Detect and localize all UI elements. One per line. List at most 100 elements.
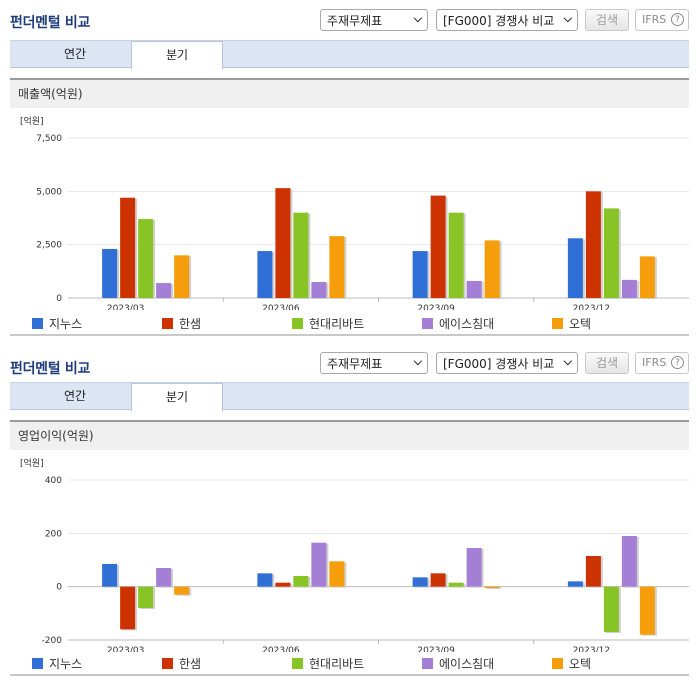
bar[interactable] [138, 219, 154, 298]
bar[interactable] [174, 255, 190, 298]
bar[interactable] [585, 191, 601, 298]
bar[interactable] [430, 573, 446, 587]
legend-swatch [552, 658, 563, 669]
legend-label: 에이스침대 [439, 657, 495, 671]
bar[interactable] [621, 536, 637, 587]
bar[interactable] [156, 568, 172, 587]
bar[interactable] [257, 251, 273, 298]
bar[interactable] [567, 238, 583, 298]
legend-swatch [32, 318, 43, 329]
bar[interactable] [430, 195, 446, 298]
bar[interactable] [257, 573, 273, 587]
legend-item[interactable]: 한샘 [162, 655, 201, 672]
search-button[interactable]: 검색 [585, 9, 629, 31]
legend-label: 오텍 [569, 657, 592, 671]
legend-swatch [162, 658, 173, 669]
legend-label: 현대리바트 [309, 657, 365, 671]
bar[interactable] [329, 561, 345, 587]
x-tick-label: 2023/06 [262, 646, 300, 652]
tab-quarterly[interactable]: 분기 [131, 41, 223, 70]
y-tick-label: 0 [56, 294, 62, 304]
bar[interactable] [138, 586, 154, 608]
bar[interactable] [311, 282, 327, 298]
y-tick-label: -200 [42, 636, 63, 646]
bar[interactable] [484, 586, 500, 588]
bar[interactable] [603, 586, 619, 632]
legend-swatch [422, 658, 433, 669]
legend-item[interactable]: 오텍 [552, 655, 591, 672]
y-tick-label: 400 [45, 476, 62, 486]
legend-item[interactable]: 에이스침대 [422, 315, 494, 332]
chart-legend: 지누스 한샘 현대리바트 에이스침대 오텍 [10, 312, 689, 336]
statement-select[interactable]: 주재무제표 ⌵ [320, 9, 428, 31]
legend-label: 한샘 [179, 657, 202, 671]
legend-item[interactable]: 지누스 [32, 655, 82, 672]
peer-select-value: [FG000] 경쟁사 비교 [443, 14, 555, 28]
y-tick-label: 5,000 [36, 187, 62, 197]
bar[interactable] [448, 212, 464, 298]
bar-shadow [486, 587, 502, 589]
chevron-down-icon: ⌵ [563, 355, 572, 368]
x-tick-label: 2023/09 [417, 646, 455, 652]
bar[interactable] [174, 586, 190, 595]
bar[interactable] [102, 564, 118, 587]
bar[interactable] [639, 256, 655, 298]
bar[interactable] [102, 248, 118, 298]
bar[interactable] [466, 548, 482, 587]
bar[interactable] [567, 581, 583, 587]
legend-item[interactable]: 에이스침대 [422, 655, 494, 672]
bar[interactable] [293, 212, 309, 298]
statement-select[interactable]: 주재무제표 ⌵ [320, 352, 428, 374]
bar[interactable] [156, 283, 172, 298]
x-tick-label: 2023/09 [417, 304, 455, 310]
tab-quarterly[interactable]: 분기 [131, 383, 223, 412]
legend-swatch [162, 318, 173, 329]
bar[interactable] [120, 586, 136, 630]
bar[interactable] [120, 197, 136, 298]
bar[interactable] [484, 240, 500, 298]
x-tick-label: 2023/12 [573, 646, 610, 652]
bar[interactable] [448, 582, 464, 587]
bar[interactable] [466, 280, 482, 298]
legend-label: 한샘 [179, 317, 202, 331]
tab-annual[interactable]: 연간 [63, 389, 87, 403]
panel-title: 펀더멘털 비교 [10, 15, 91, 31]
bar[interactable] [311, 542, 327, 587]
legend-label: 지누스 [49, 317, 83, 331]
bar[interactable] [412, 577, 428, 587]
search-button[interactable]: 검색 [585, 352, 629, 374]
help-icon[interactable]: ? [671, 13, 684, 26]
legend-item[interactable]: 현대리바트 [292, 655, 364, 672]
bar[interactable] [412, 251, 428, 298]
bar[interactable] [585, 556, 601, 587]
legend-item[interactable]: 지누스 [32, 315, 82, 332]
legend-swatch [422, 318, 433, 329]
legend-item[interactable]: 한샘 [162, 315, 201, 332]
legend-swatch [292, 658, 303, 669]
x-tick-label: 2023/03 [107, 646, 144, 652]
chart-heading: 매출액(억원) [10, 80, 689, 108]
bar[interactable] [293, 576, 309, 587]
period-tabs: 연간 분기 [10, 382, 689, 412]
chevron-down-icon: ⌵ [563, 12, 572, 25]
bar[interactable] [639, 586, 655, 635]
peer-select[interactable]: [FG000] 경쟁사 비교 ⌵ [436, 352, 578, 374]
y-tick-label: 2,500 [36, 241, 62, 251]
bar[interactable] [603, 208, 619, 298]
bar[interactable] [275, 582, 291, 587]
chart-container: 매출액(억원) [억원] 7,500 5,000 2,500 0 2023/03 2023/… [10, 78, 689, 312]
legend-item[interactable]: 오텍 [552, 315, 591, 332]
peer-select[interactable]: [FG000] 경쟁사 비교 ⌵ [436, 9, 578, 31]
chart-legend: 지누스 한샘 현대리바트 에이스침대 오텍 [10, 652, 689, 676]
legend-item[interactable]: 현대리바트 [292, 315, 364, 332]
bar[interactable] [275, 188, 291, 298]
unit-label: [억원] [20, 115, 44, 127]
help-icon[interactable]: ? [671, 356, 684, 369]
bar[interactable] [621, 279, 637, 298]
ifrs-button[interactable]: IFRS ? [635, 352, 689, 374]
tab-annual[interactable]: 연간 [63, 47, 87, 61]
bar[interactable] [329, 236, 345, 298]
ifrs-button[interactable]: IFRS ? [635, 9, 689, 31]
operating-profit-chart: [억원]400 200 0 -200 2023/03 2023/06 2023/09 2023… [20, 457, 689, 652]
legend-label: 에이스침대 [439, 317, 495, 331]
